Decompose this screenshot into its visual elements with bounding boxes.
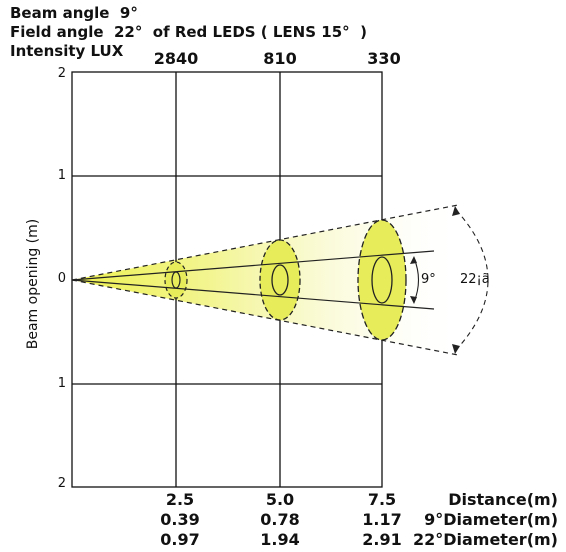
spot-2 [259, 239, 301, 321]
y-tick-bottom-2: 2 [57, 476, 66, 491]
beam-edge-bottom [71, 279, 435, 310]
diameter9-2: 0.78 [260, 510, 300, 529]
field-arc-arrow-bottom [452, 344, 460, 354]
y-tick-bottom-1: 1 [57, 376, 66, 391]
field-edge-bottom [71, 279, 459, 356]
y-tick-zero: 0 [57, 271, 66, 286]
row-label-distance: Distance(m) [448, 490, 558, 509]
diameter9-1: 0.39 [160, 510, 200, 529]
diameter22-1: 0.97 [160, 530, 200, 549]
diameter9-3: 1.17 [362, 510, 402, 529]
beam-arc-arrow-top [410, 256, 417, 264]
distance-2: 5.0 [265, 490, 295, 509]
lux-value-2: 810 [263, 49, 297, 68]
beam-angle-title: Beam angle 9° [10, 4, 138, 22]
lux-value-3: 330 [367, 49, 401, 68]
beam-angle-label: 9° [421, 272, 436, 287]
field-angle-arc [455, 209, 489, 351]
intensity-lux-label: Intensity LUX [10, 42, 124, 60]
lux-value-1: 2840 [153, 49, 199, 68]
diameter22-3: 2.91 [362, 530, 402, 549]
y-tick-top-2: 2 [57, 66, 66, 81]
row-label-diameter-22: 22°Diameter(m) [412, 530, 558, 549]
y-tick-top-1: 1 [57, 168, 66, 183]
field-angle-label: 22¡ã [460, 272, 490, 287]
row-label-diameter-9: 9°Diameter(m) [424, 510, 558, 529]
beam-arc-arrow-bottom [410, 296, 417, 304]
distance-1: 2.5 [165, 490, 195, 509]
spot-1 [164, 261, 188, 299]
beam-edge-top [71, 250, 435, 281]
field-edge-top [71, 204, 459, 281]
field-angle-title: Field angle 22° of Red LEDS ( LENS 15° ) [10, 23, 367, 41]
distance-3: 7.5 [367, 490, 397, 509]
field-arc-arrow-top [452, 206, 460, 216]
diameter22-2: 1.94 [260, 530, 300, 549]
spot-3 [357, 219, 407, 341]
